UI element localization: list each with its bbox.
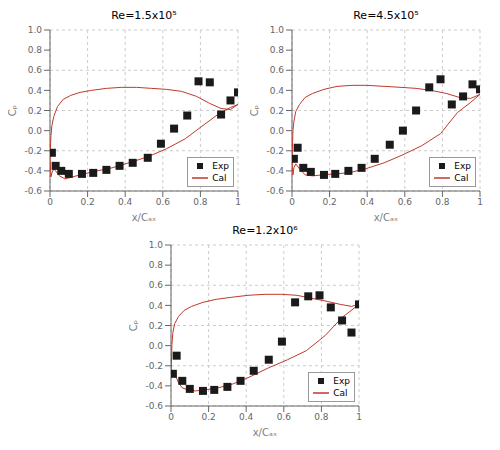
html-text:Cal: Cal	[454, 173, 469, 183]
svg-text:0.8: 0.8	[435, 197, 450, 207]
svg-text:-0.2: -0.2	[24, 146, 42, 156]
svg-text:-0.2: -0.2	[145, 361, 163, 371]
svg-text:0.6: 0.6	[156, 197, 171, 207]
svg-text:1.0: 1.0	[149, 240, 164, 250]
svg-text:x/Cₐₓ: x/Cₐₓ	[132, 212, 157, 223]
svg-text:0.4: 0.4	[118, 197, 133, 207]
svg-text:0: 0	[289, 197, 295, 207]
svg-text:0: 0	[47, 197, 53, 207]
html-text:Cal: Cal	[333, 388, 348, 398]
svg-text:-0.4: -0.4	[145, 381, 163, 391]
svg-text:0.8: 0.8	[193, 197, 208, 207]
html-text:Re=1.2x10⁶: Re=1.2x10⁶	[232, 224, 298, 237]
svg-text:0.2: 0.2	[270, 106, 284, 116]
svg-text:0.2: 0.2	[149, 321, 163, 331]
svg-text:1.0: 1.0	[28, 25, 43, 35]
svg-text:1: 1	[477, 197, 483, 207]
html-text:Re=1.5x10⁵: Re=1.5x10⁵	[111, 9, 177, 22]
svg-text:-0.2: -0.2	[266, 146, 284, 156]
svg-text:0.6: 0.6	[270, 65, 285, 75]
svg-text:Cₚ: Cₚ	[129, 320, 139, 331]
svg-text:0.4: 0.4	[360, 197, 375, 207]
svg-text:0.4: 0.4	[149, 301, 164, 311]
svg-text:0.8: 0.8	[28, 45, 43, 55]
svg-text:Cₚ: Cₚ	[250, 105, 260, 116]
svg-text:x/Cₐₓ: x/Cₐₓ	[374, 212, 399, 223]
svg-text:1: 1	[356, 412, 362, 422]
svg-text:0.4: 0.4	[270, 86, 285, 96]
svg-text:0.0: 0.0	[149, 341, 164, 351]
svg-text:0.2: 0.2	[80, 197, 94, 207]
svg-text:1: 1	[235, 197, 241, 207]
svg-text:0.6: 0.6	[277, 412, 292, 422]
svg-text:0.2: 0.2	[201, 412, 215, 422]
svg-text:0.4: 0.4	[28, 86, 43, 96]
html-text:Exp: Exp	[212, 161, 229, 171]
html-text:Exp: Exp	[333, 376, 350, 386]
svg-text:0.0: 0.0	[28, 126, 43, 136]
svg-text:-0.6: -0.6	[266, 186, 284, 196]
svg-text:0.2: 0.2	[28, 106, 42, 116]
svg-text:-0.4: -0.4	[266, 166, 284, 176]
svg-text:0.0: 0.0	[270, 126, 285, 136]
svg-text:0.8: 0.8	[270, 45, 285, 55]
svg-text:0.8: 0.8	[314, 412, 329, 422]
svg-text:0.4: 0.4	[239, 412, 254, 422]
svg-text:0.2: 0.2	[322, 197, 336, 207]
svg-text:1.0: 1.0	[270, 25, 285, 35]
html-text:Exp: Exp	[454, 161, 471, 171]
svg-text:0.8: 0.8	[149, 260, 164, 270]
svg-text:0.6: 0.6	[398, 197, 413, 207]
svg-text:-0.4: -0.4	[24, 166, 42, 176]
svg-text:Cₚ: Cₚ	[8, 105, 18, 116]
svg-text:x/Cₐₓ: x/Cₐₓ	[253, 427, 278, 438]
svg-text:-0.6: -0.6	[145, 401, 163, 411]
svg-text:0.6: 0.6	[28, 65, 43, 75]
html-text:Cal: Cal	[212, 173, 227, 183]
svg-text:-0.6: -0.6	[24, 186, 42, 196]
svg-text:0: 0	[168, 412, 174, 422]
html-text:Re=4.5x10⁵: Re=4.5x10⁵	[353, 9, 419, 22]
svg-text:0.6: 0.6	[149, 280, 164, 290]
